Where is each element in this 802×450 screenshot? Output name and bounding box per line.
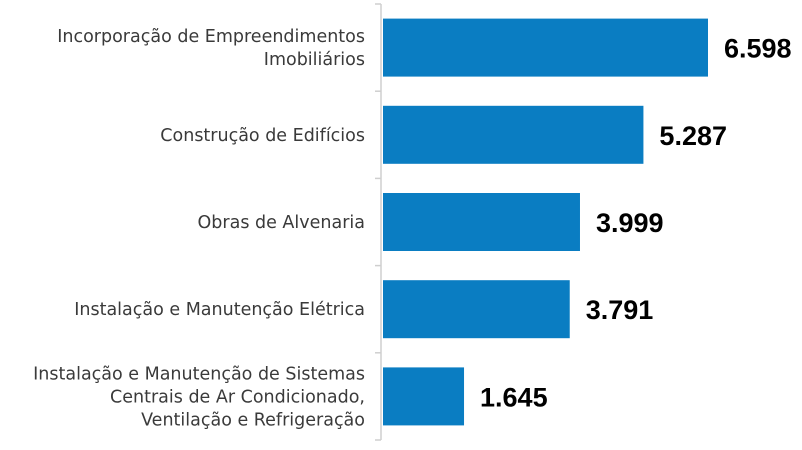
value-label: 3.999: [596, 208, 664, 238]
category-label: Instalação e Manutenção Elétrica: [74, 300, 365, 320]
category-label: Obras de Alvenaria: [198, 213, 365, 233]
category-label: Instalação e Manutenção de Sistemas Centr…: [33, 364, 365, 430]
bar: [383, 367, 465, 426]
bar: [383, 193, 580, 251]
bar: [383, 280, 570, 339]
value-label: 3.791: [586, 295, 654, 325]
bar: [383, 18, 708, 77]
category-label: Construção de Edifícios: [160, 126, 365, 146]
value-label: 5.287: [659, 121, 727, 151]
category-label: Incorporação de Empreendimentos Imobiliár…: [57, 27, 365, 70]
value-label: 1.645: [480, 382, 548, 412]
bar: [383, 105, 644, 164]
value-label: 6.598: [724, 34, 792, 64]
